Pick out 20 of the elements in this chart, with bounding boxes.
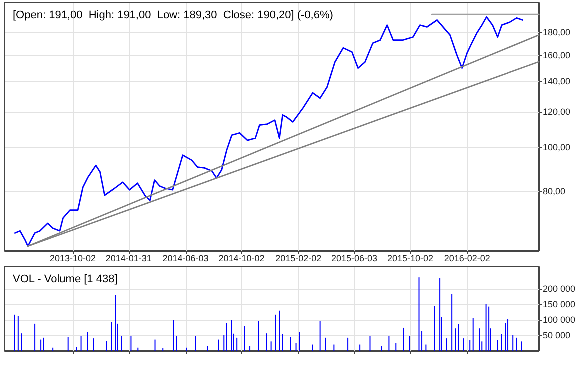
x-tick-label: 2016-02-02 — [444, 254, 490, 264]
x-tick-label: 2015-10-02 — [387, 254, 434, 264]
y-tick-label: 200 000 — [543, 284, 576, 294]
y-tick-label: 80,00 — [543, 186, 566, 196]
x-tick-label: 2015-06-03 — [332, 254, 378, 264]
y-tick-label: 150 000 — [543, 299, 576, 310]
x-tick-label: 2013-10-02 — [50, 254, 96, 264]
x-tick-label: 2014-01-31 — [106, 254, 152, 264]
text: [Open: 191,00 High: 191,00 Low: 189,30 Close: 190,20] (-0,6%) — [13, 10, 334, 22]
text: VOL - Volume [1 438] — [13, 274, 118, 286]
y-tick-label: 50 000 — [543, 330, 571, 340]
y-tick-label: 100,00 — [543, 142, 571, 153]
y-tick-label: 180,00 — [543, 27, 571, 38]
x-tick-label: 2015-02-02 — [276, 254, 322, 264]
y-tick-label: 120,00 — [543, 106, 571, 117]
x-tick-label: 2014-10-02 — [218, 254, 265, 264]
y-tick-label: 100 000 — [543, 314, 576, 325]
x-tick-label: 2014-06-03 — [162, 254, 209, 264]
y-tick-label: 140,00 — [543, 76, 571, 87]
y-tick-label: 160,00 — [543, 50, 571, 60]
